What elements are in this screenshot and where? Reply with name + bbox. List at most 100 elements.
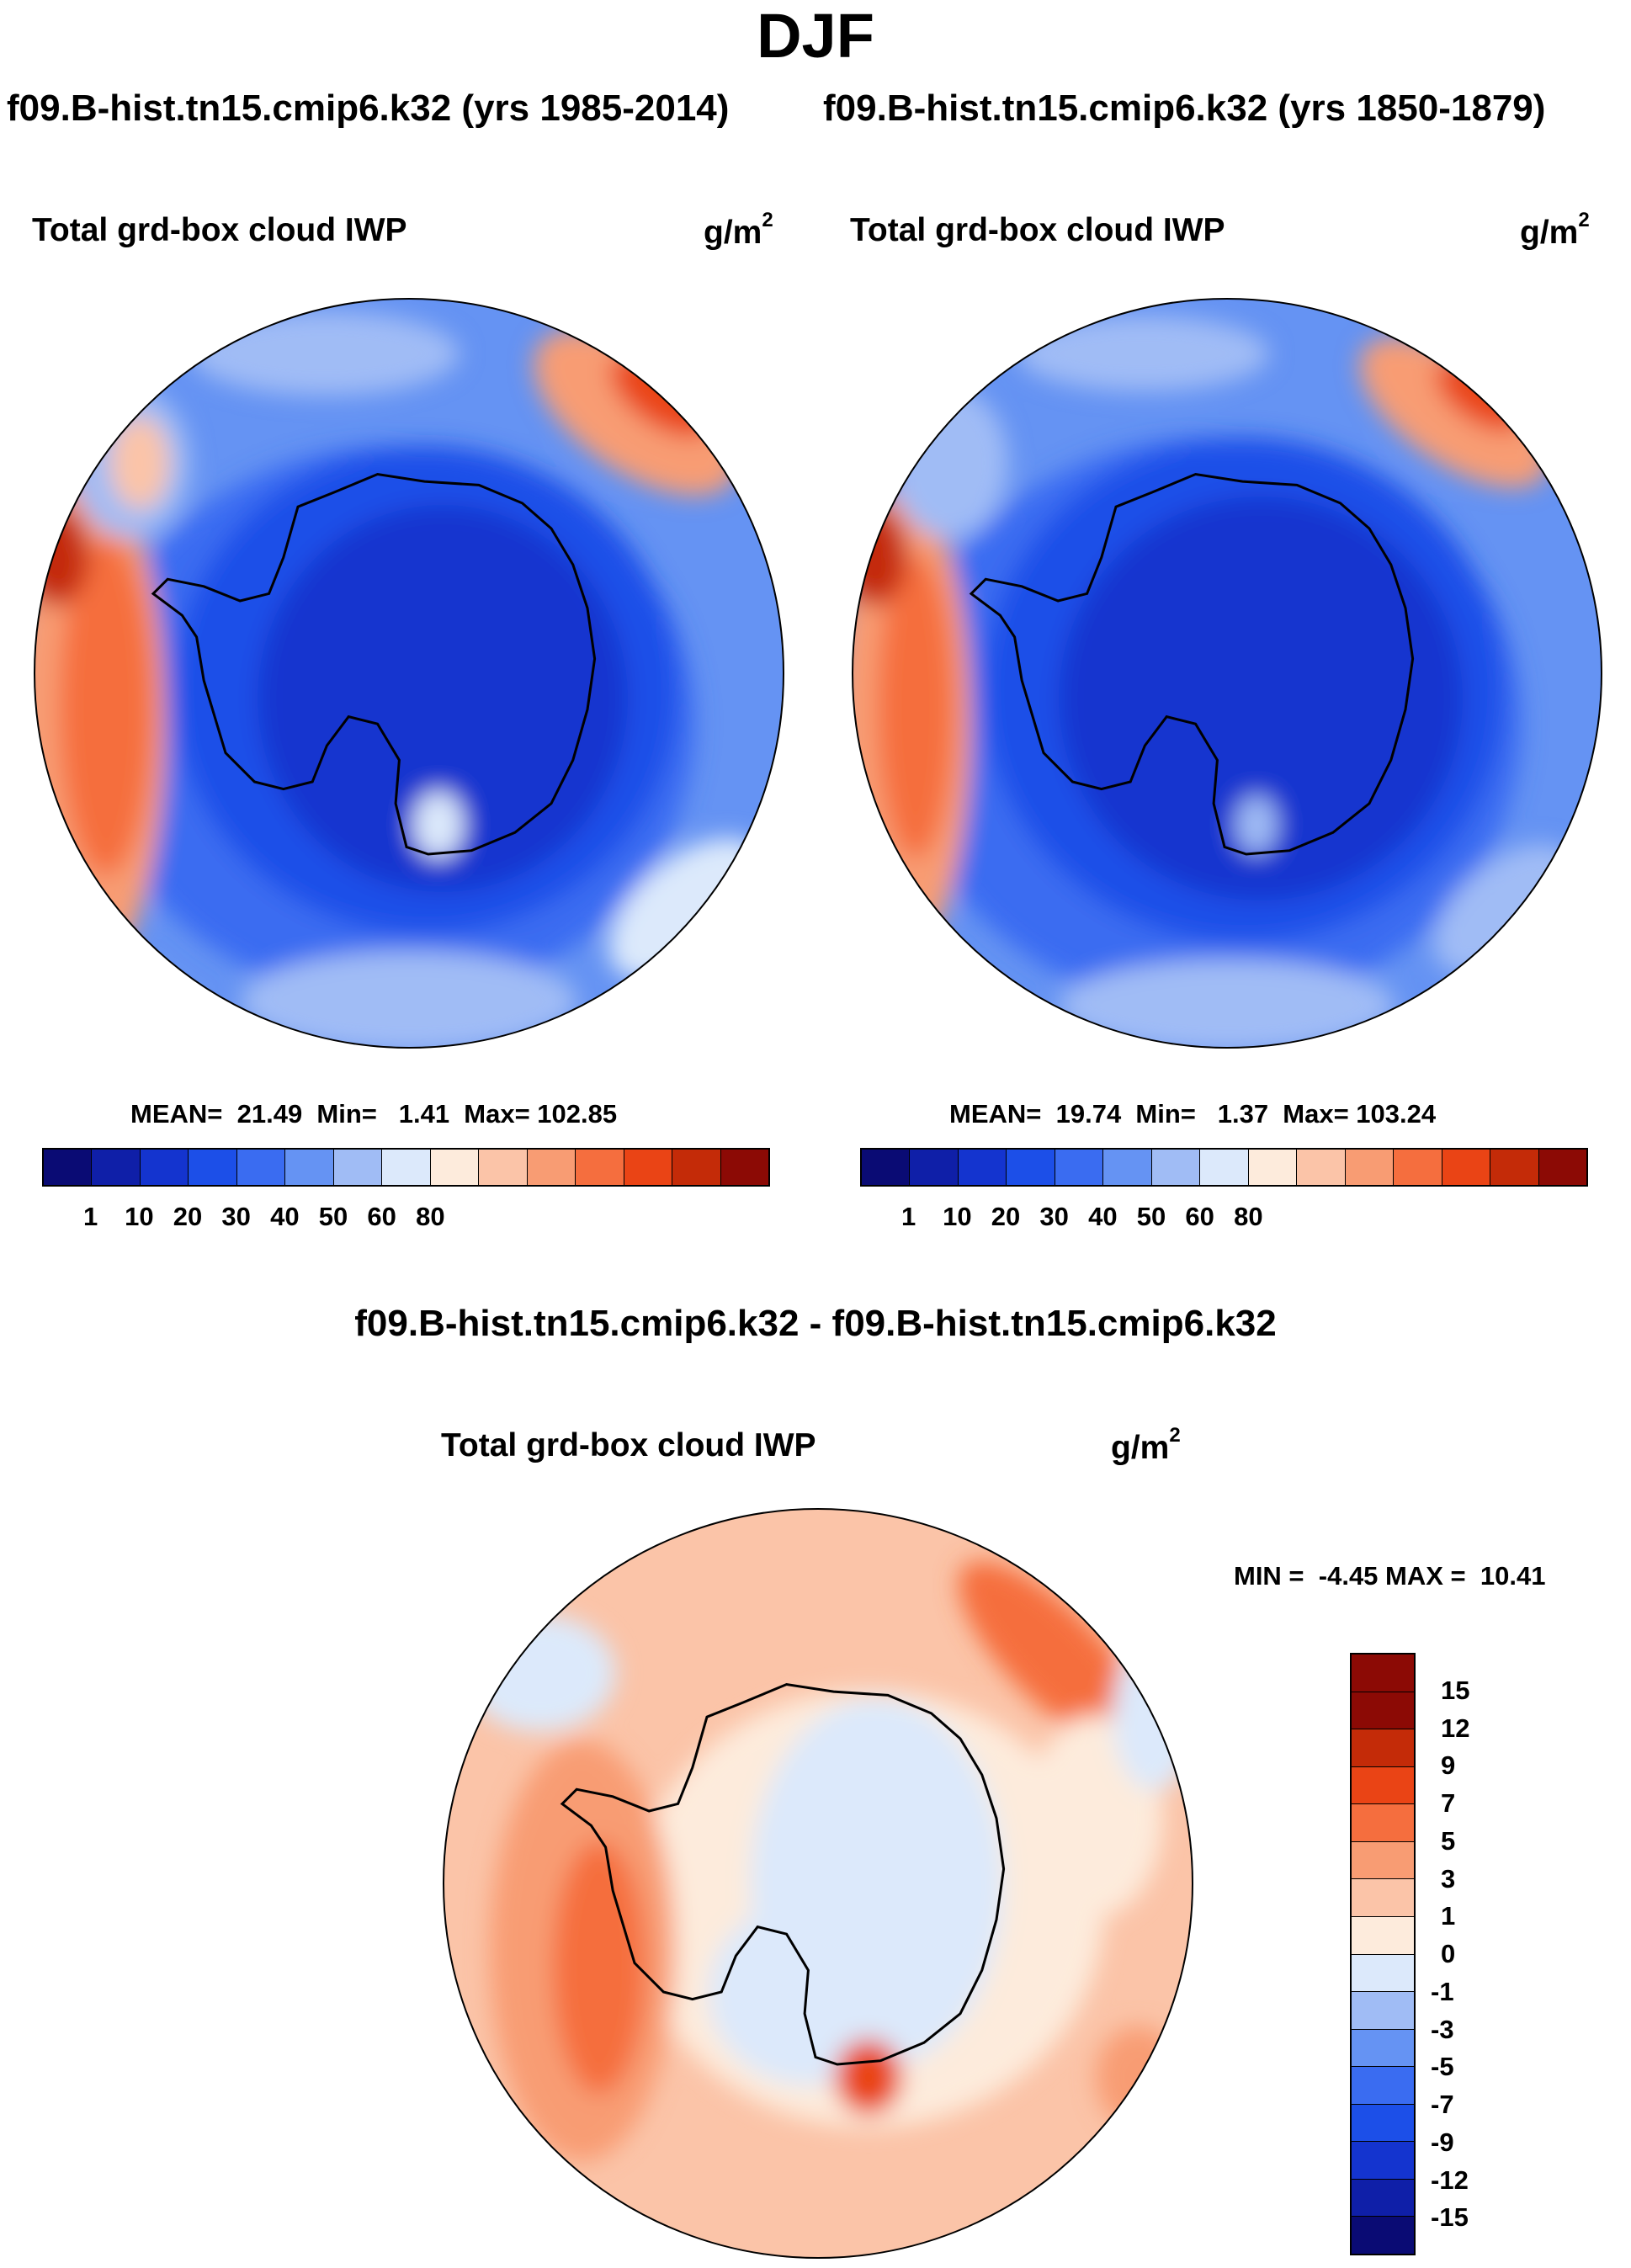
difference-map-border bbox=[443, 1508, 1193, 2259]
colorbar-tick-label: 9 bbox=[1441, 1750, 1456, 1781]
colorbar-swatch bbox=[1352, 2216, 1414, 2254]
difference-colorbar bbox=[1350, 1653, 1416, 2255]
colorbar-swatch bbox=[1352, 1803, 1414, 1841]
colorbar-swatch bbox=[478, 1150, 527, 1185]
colorbar-swatch bbox=[1352, 1953, 1414, 1992]
colorbar-swatch bbox=[720, 1150, 769, 1185]
colorbar-swatch bbox=[1296, 1150, 1345, 1185]
colorbar-swatch bbox=[1352, 1840, 1414, 1879]
colorbar-tick-label: 1 bbox=[83, 1202, 98, 1231]
colorbar-swatch bbox=[1199, 1150, 1248, 1185]
colorbar-swatch bbox=[188, 1150, 236, 1185]
panel1-polar-map bbox=[34, 298, 784, 1049]
colorbar-tick-label: -1 bbox=[1431, 1976, 1454, 2006]
colorbar-swatch bbox=[1393, 1150, 1442, 1185]
colorbar-swatch bbox=[91, 1150, 140, 1185]
colorbar-tick-label: -7 bbox=[1431, 2090, 1454, 2119]
colorbar-tick-label: 40 bbox=[270, 1202, 300, 1231]
colorbar-swatch bbox=[957, 1150, 1007, 1185]
colorbar-swatch bbox=[526, 1150, 576, 1185]
colorbar-tick-label: 50 bbox=[1136, 1202, 1166, 1231]
colorbar-tick-label: 60 bbox=[1185, 1202, 1214, 1231]
colorbar-swatch bbox=[1352, 1991, 1414, 2029]
colorbar-swatch bbox=[1352, 1915, 1414, 1954]
colorbar-tick-label: -9 bbox=[1431, 2127, 1454, 2157]
colorbar-swatch bbox=[236, 1150, 285, 1185]
colorbar-swatch bbox=[1490, 1150, 1538, 1185]
colorbar-swatch bbox=[1352, 1691, 1414, 1729]
panel2-colorbar bbox=[860, 1148, 1588, 1187]
colorbar-tick-label: 30 bbox=[1039, 1202, 1069, 1231]
difference-colorbar-labels: 15 12 9 7 5 3 1 0 -1 -3 -5 -7 -9 -12 -15 bbox=[1431, 1653, 1532, 2255]
panel1-units: g/m2 bbox=[704, 209, 773, 251]
colorbar-swatch bbox=[381, 1150, 430, 1185]
colorbar-swatch bbox=[1344, 1150, 1394, 1185]
panel1-colorbar-labels: 1 10 20 30 40 50 60 80 bbox=[42, 1202, 770, 1235]
colorbar-tick-label: 10 bbox=[943, 1202, 972, 1231]
colorbar-tick-label: 1 bbox=[1441, 1901, 1456, 1931]
colorbar-tick-label: 80 bbox=[1234, 1202, 1263, 1231]
colorbar-swatch bbox=[623, 1150, 672, 1185]
colorbar-swatch bbox=[862, 1150, 910, 1185]
difference-stats: MIN = -4.45 MAX = 10.41 bbox=[1234, 1561, 1546, 1591]
panel2-map-border bbox=[852, 298, 1602, 1049]
panel2-stats: MEAN= 19.74 Min= 1.37 Max= 103.24 bbox=[949, 1099, 1437, 1129]
colorbar-tick-label: 20 bbox=[991, 1202, 1021, 1231]
figure-title: DJF bbox=[757, 1, 874, 71]
colorbar-tick-label: 80 bbox=[416, 1202, 445, 1231]
colorbar-tick-label: 50 bbox=[318, 1202, 348, 1231]
colorbar-swatch bbox=[1441, 1150, 1490, 1185]
panel2-colorbar-labels: 1 10 20 30 40 50 60 80 bbox=[860, 1202, 1588, 1235]
colorbar-tick-label: 3 bbox=[1441, 1863, 1456, 1894]
colorbar-swatch bbox=[284, 1150, 333, 1185]
colorbar-tick-label: 40 bbox=[1088, 1202, 1118, 1231]
panel1-map-border bbox=[34, 298, 784, 1049]
colorbar-swatch bbox=[44, 1150, 92, 1185]
difference-units: g/m2 bbox=[1111, 1424, 1181, 1466]
panel2-polar-map bbox=[852, 298, 1602, 1049]
colorbar-swatch bbox=[1150, 1150, 1200, 1185]
colorbar-swatch bbox=[575, 1150, 624, 1185]
colorbar-tick-label: -3 bbox=[1431, 2014, 1454, 2044]
colorbar-swatch bbox=[1352, 2103, 1414, 2142]
difference-variable-label: Total grd-box cloud IWP bbox=[441, 1427, 816, 1463]
colorbar-swatch bbox=[429, 1150, 479, 1185]
colorbar-swatch bbox=[1352, 1655, 1414, 1692]
panel2-variable-label: Total grd-box cloud IWP bbox=[850, 212, 1225, 248]
colorbar-tick-label: 60 bbox=[367, 1202, 396, 1231]
panel1-header: f09.B-hist.tn15.cmip6.k32 (yrs 1985-2014… bbox=[7, 88, 730, 129]
colorbar-swatch bbox=[1102, 1150, 1151, 1185]
panel1-variable-label: Total grd-box cloud IWP bbox=[32, 212, 407, 248]
colorbar-swatch bbox=[1352, 2178, 1414, 2217]
colorbar-swatch bbox=[1538, 1150, 1587, 1185]
difference-polar-map bbox=[443, 1508, 1193, 2259]
panel1-colorbar bbox=[42, 1148, 770, 1187]
colorbar-swatch bbox=[909, 1150, 958, 1185]
colorbar-tick-label: -12 bbox=[1431, 2164, 1469, 2195]
colorbar-tick-label: 10 bbox=[125, 1202, 154, 1231]
colorbar-tick-label: 20 bbox=[173, 1202, 203, 1231]
colorbar-swatch bbox=[1352, 2028, 1414, 2067]
colorbar-tick-label: -5 bbox=[1431, 2052, 1454, 2082]
colorbar-tick-label: 15 bbox=[1441, 1675, 1470, 1705]
panel2-units: g/m2 bbox=[1520, 209, 1590, 251]
colorbar-tick-label: -15 bbox=[1431, 2202, 1469, 2233]
colorbar-swatch bbox=[1352, 1878, 1414, 1916]
colorbar-tick-label: 12 bbox=[1441, 1713, 1470, 1743]
colorbar-swatch bbox=[139, 1150, 189, 1185]
colorbar-tick-label: 30 bbox=[221, 1202, 251, 1231]
colorbar-swatch bbox=[1352, 1729, 1414, 1766]
colorbar-swatch bbox=[1352, 2141, 1414, 2179]
colorbar-tick-label: 1 bbox=[901, 1202, 916, 1231]
colorbar-swatch bbox=[672, 1150, 720, 1185]
colorbar-swatch bbox=[1352, 1766, 1414, 1804]
difference-header: f09.B-hist.tn15.cmip6.k32 - f09.B-hist.t… bbox=[354, 1303, 1277, 1344]
colorbar-tick-label: 0 bbox=[1441, 1939, 1456, 1968]
colorbar-swatch bbox=[1054, 1150, 1103, 1185]
colorbar-swatch bbox=[332, 1150, 382, 1185]
colorbar-tick-label: 5 bbox=[1441, 1825, 1456, 1856]
colorbar-tick-label: 7 bbox=[1441, 1788, 1456, 1818]
colorbar-swatch bbox=[1247, 1150, 1297, 1185]
panel2-header: f09.B-hist.tn15.cmip6.k32 (yrs 1850-1879… bbox=[823, 88, 1546, 129]
panel1-stats: MEAN= 21.49 Min= 1.41 Max= 102.85 bbox=[130, 1099, 618, 1129]
